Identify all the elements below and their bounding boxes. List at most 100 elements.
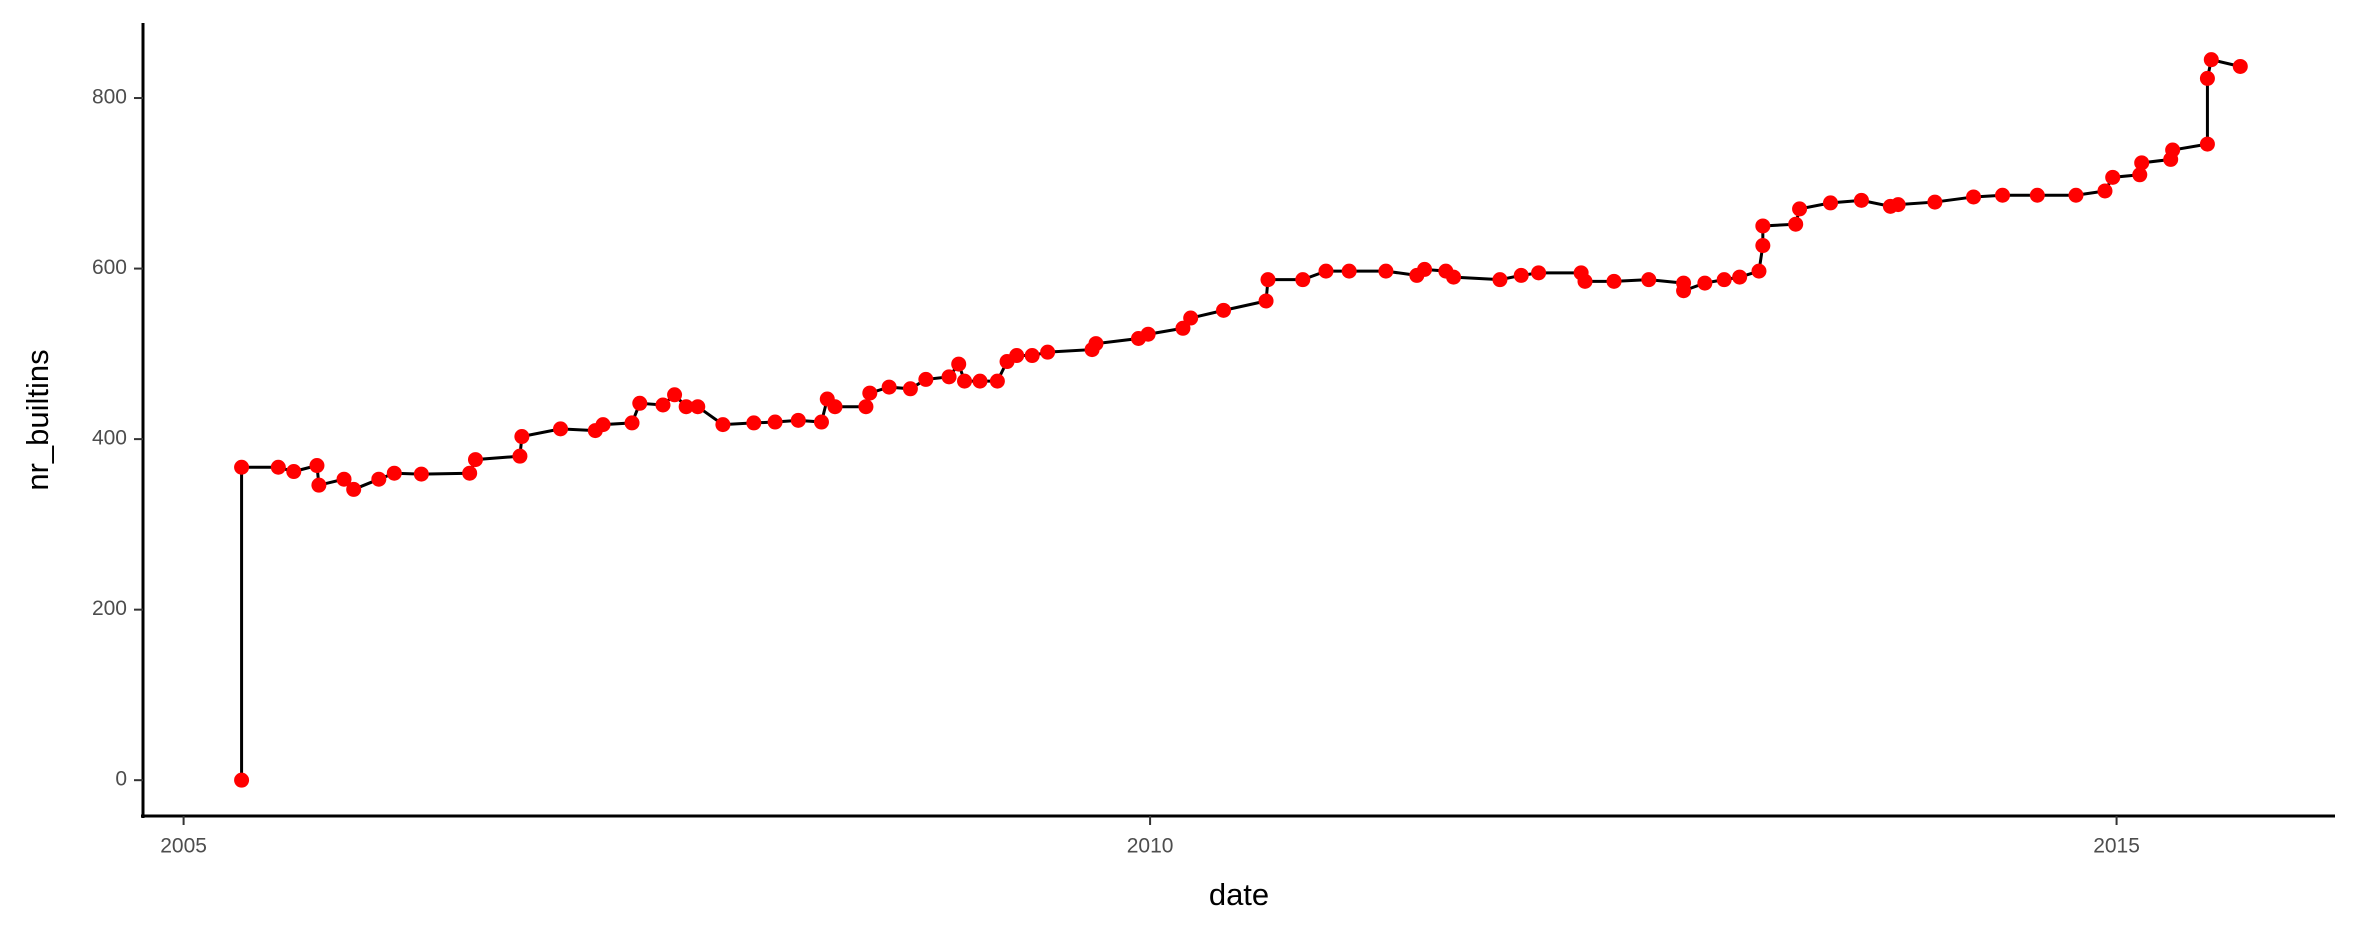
y-tick-label: 600 bbox=[92, 256, 127, 279]
data-point bbox=[1676, 283, 1692, 299]
data-point bbox=[2165, 142, 2181, 158]
y-tick-label: 800 bbox=[92, 86, 127, 109]
data-point bbox=[1318, 263, 1334, 279]
y-tick-label: 200 bbox=[92, 597, 127, 620]
data-point bbox=[881, 379, 897, 395]
data-point bbox=[1890, 197, 1906, 213]
x-tick-label: 2010 bbox=[1127, 835, 1174, 858]
data-point bbox=[553, 421, 569, 437]
data-point bbox=[790, 412, 806, 428]
data-point bbox=[311, 477, 327, 493]
data-point bbox=[1606, 273, 1622, 289]
data-point bbox=[941, 369, 957, 385]
data-point bbox=[512, 448, 528, 464]
data-point bbox=[1295, 272, 1311, 288]
data-point bbox=[2097, 183, 2113, 199]
data-point bbox=[902, 381, 918, 397]
data-point bbox=[1732, 269, 1748, 285]
data-point bbox=[1040, 344, 1056, 360]
data-point bbox=[1697, 275, 1713, 291]
data-point bbox=[1088, 336, 1104, 352]
data-point bbox=[746, 415, 762, 431]
data-point bbox=[957, 373, 973, 389]
data-point bbox=[1716, 272, 1732, 288]
data-point bbox=[1513, 267, 1529, 283]
x-tick-label: 2005 bbox=[160, 835, 207, 858]
data-point bbox=[1140, 326, 1156, 342]
data-point bbox=[632, 395, 648, 411]
data-point bbox=[467, 452, 483, 468]
data-point bbox=[813, 414, 829, 430]
data-point bbox=[655, 397, 671, 413]
data-point bbox=[514, 429, 530, 445]
data-point bbox=[1755, 238, 1771, 254]
data-point bbox=[2199, 136, 2215, 152]
data-point bbox=[951, 356, 967, 372]
data-point bbox=[1853, 192, 1869, 208]
data-point bbox=[989, 373, 1005, 389]
data-point bbox=[1009, 348, 1025, 364]
data-point bbox=[1822, 195, 1838, 211]
data-point bbox=[462, 465, 478, 481]
data-point bbox=[1927, 194, 1943, 210]
y-axis-title: nr_builtins bbox=[20, 349, 55, 490]
y-tick-label: 400 bbox=[92, 427, 127, 450]
data-point bbox=[2232, 58, 2248, 74]
data-point bbox=[858, 399, 874, 415]
data-point bbox=[1755, 218, 1771, 234]
data-point bbox=[827, 399, 843, 415]
data-point bbox=[862, 385, 878, 401]
data-point bbox=[690, 399, 706, 415]
data-point bbox=[234, 772, 250, 788]
data-line bbox=[240, 57, 2241, 781]
data-point bbox=[1492, 272, 1508, 288]
data-point bbox=[1024, 348, 1040, 364]
data-point bbox=[286, 464, 302, 480]
data-point bbox=[715, 417, 731, 433]
x-tick-label: 2015 bbox=[2093, 835, 2140, 858]
data-point bbox=[2132, 167, 2148, 183]
data-point bbox=[1641, 272, 1657, 288]
data-point bbox=[624, 415, 640, 431]
data-point bbox=[1175, 320, 1191, 336]
data-point bbox=[972, 373, 988, 389]
data-point bbox=[413, 466, 429, 482]
data-point bbox=[270, 459, 286, 475]
data-point bbox=[1531, 265, 1547, 281]
data-point bbox=[309, 458, 325, 474]
data-point bbox=[2134, 155, 2150, 171]
data-point bbox=[2105, 169, 2121, 185]
data-point bbox=[1788, 216, 1804, 232]
data-point bbox=[234, 459, 250, 475]
data-point bbox=[1995, 187, 2011, 203]
data-point bbox=[1216, 302, 1232, 318]
data-point bbox=[2068, 187, 2084, 203]
data-point bbox=[1417, 261, 1433, 277]
data-point bbox=[595, 417, 611, 433]
data-point bbox=[2203, 52, 2219, 68]
y-tick-label: 0 bbox=[115, 768, 127, 791]
data-point bbox=[1183, 310, 1199, 326]
data-point bbox=[346, 481, 362, 497]
data-point bbox=[1260, 272, 1276, 288]
data-point bbox=[1446, 269, 1462, 285]
data-point bbox=[1378, 263, 1394, 279]
data-point bbox=[1751, 263, 1767, 279]
data-point bbox=[1966, 189, 1982, 205]
data-point bbox=[667, 387, 683, 403]
data-point bbox=[2199, 70, 2215, 86]
data-point bbox=[1258, 293, 1274, 309]
data-point bbox=[2029, 187, 2045, 203]
data-point bbox=[386, 465, 402, 481]
data-point bbox=[1577, 273, 1593, 289]
data-point bbox=[371, 471, 387, 487]
data-point bbox=[918, 371, 934, 387]
x-axis-title: date bbox=[1209, 877, 1269, 912]
data-point bbox=[678, 399, 694, 415]
data-point bbox=[767, 414, 783, 430]
data-point bbox=[336, 471, 352, 487]
data-point bbox=[1792, 201, 1808, 217]
data-point bbox=[1341, 263, 1357, 279]
